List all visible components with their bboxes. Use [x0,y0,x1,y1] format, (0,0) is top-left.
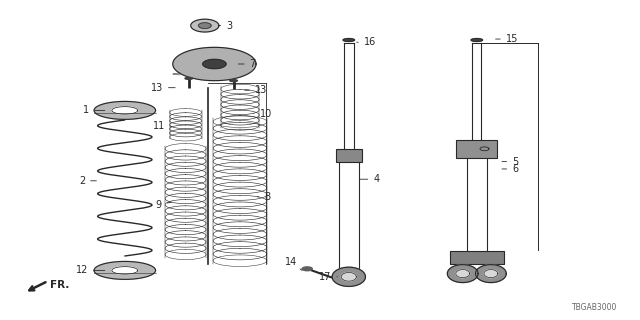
Polygon shape [94,261,156,279]
Text: 16: 16 [356,37,376,47]
Polygon shape [94,101,156,119]
Polygon shape [343,39,355,41]
Polygon shape [447,265,478,283]
Polygon shape [302,267,312,271]
Text: 1: 1 [83,105,105,116]
Text: 7: 7 [238,59,256,69]
Text: 11: 11 [152,121,172,132]
Text: 5: 5 [502,156,518,167]
Polygon shape [112,267,138,274]
Polygon shape [471,39,483,41]
Polygon shape [456,269,470,278]
Text: 12: 12 [76,265,105,276]
Polygon shape [191,19,219,32]
Polygon shape [198,23,211,28]
Text: FR.: FR. [50,280,69,291]
Text: 13: 13 [150,83,175,93]
Bar [456,140,497,158]
Bar [450,251,504,264]
Polygon shape [484,269,498,278]
Text: 9: 9 [156,200,172,210]
Polygon shape [203,59,226,69]
Text: TBGAB3000: TBGAB3000 [572,303,618,312]
Polygon shape [173,47,256,81]
Text: 17: 17 [319,272,337,282]
Text: 3: 3 [219,20,232,31]
Polygon shape [476,265,506,283]
Polygon shape [112,107,138,114]
Polygon shape [332,267,365,286]
Text: 4: 4 [360,174,380,184]
Polygon shape [230,80,237,82]
Text: 14: 14 [285,257,302,270]
Text: 8: 8 [257,192,271,202]
Polygon shape [185,77,193,79]
Text: 6: 6 [502,164,518,174]
Text: 15: 15 [495,34,518,44]
Text: 13: 13 [244,85,268,95]
Bar [336,149,362,162]
Text: 2: 2 [79,176,97,186]
Text: 10: 10 [253,108,272,119]
Polygon shape [341,273,356,281]
